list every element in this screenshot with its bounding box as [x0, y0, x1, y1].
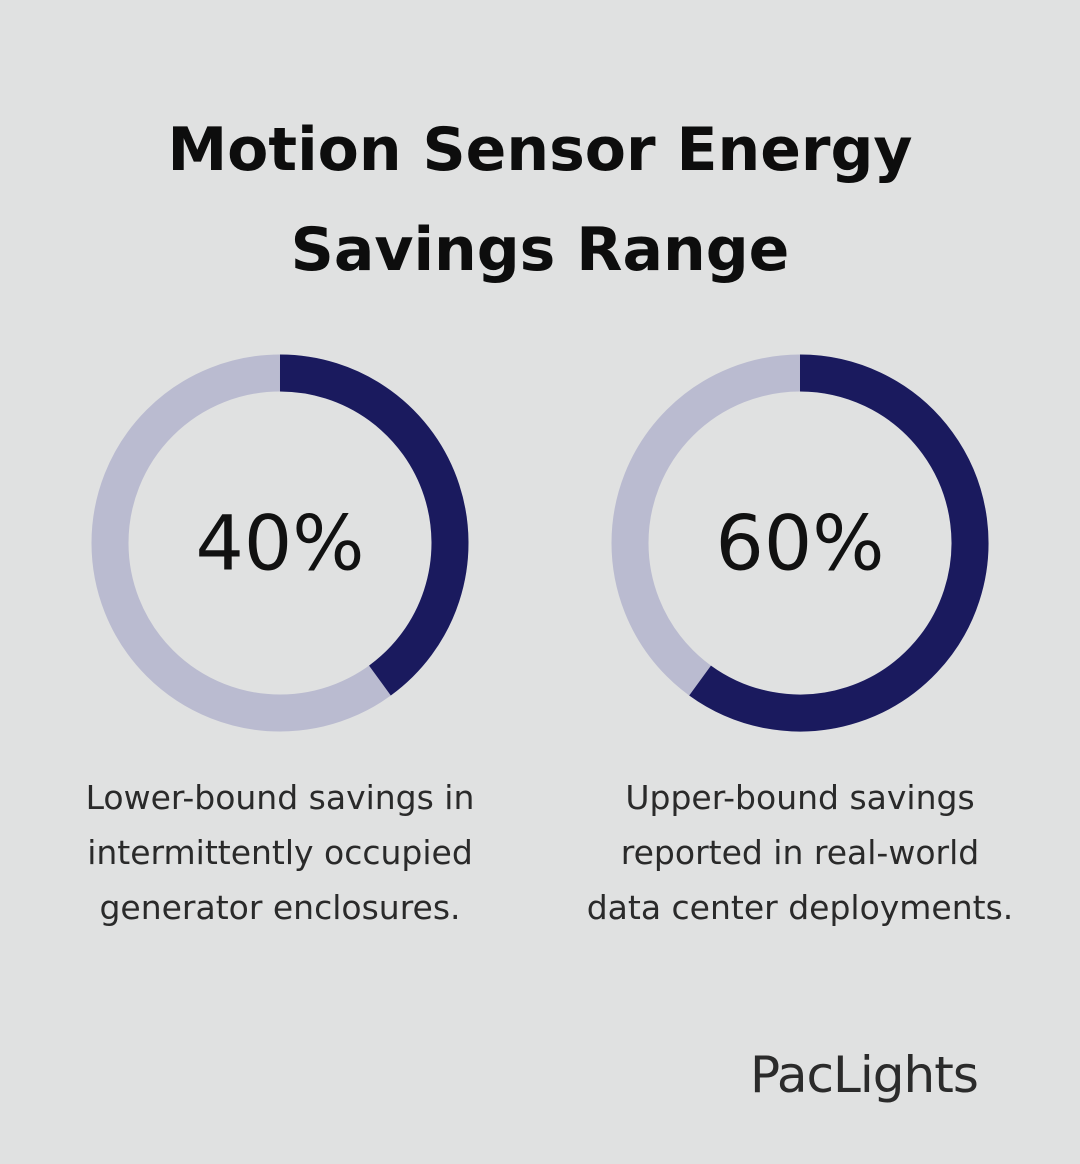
donut-chart-upper: 60% — [611, 354, 989, 732]
title-line-2: Savings Range — [290, 215, 790, 285]
caption-upper: Upper-bound savings reported in real-wor… — [560, 770, 1040, 935]
donut-arc-upper — [689, 354, 989, 732]
paclights-logo: PacLights — [750, 1046, 979, 1104]
caption-lower-line-1: Lower-bound savings in — [85, 778, 475, 817]
donut-value-label-upper: 60% — [716, 499, 885, 588]
caption-lower-line-2: intermittently occupied — [87, 833, 473, 872]
donut-value-label-lower: 40% — [196, 499, 365, 588]
caption-lower: Lower-bound savings in intermittently oc… — [40, 770, 520, 935]
caption-upper-line-1: Upper-bound savings — [625, 778, 975, 817]
donut-arc-lower — [279, 354, 469, 696]
caption-lower-line-3: generator enclosures. — [99, 888, 461, 927]
page-title: Motion Sensor Energy Savings Range — [0, 100, 1080, 300]
title-line-1: Motion Sensor Energy — [167, 115, 913, 185]
donut-chart-lower: 40% — [91, 354, 469, 732]
caption-upper-line-3: data center deployments. — [586, 888, 1014, 927]
caption-upper-line-2: reported in real-world — [620, 833, 980, 872]
